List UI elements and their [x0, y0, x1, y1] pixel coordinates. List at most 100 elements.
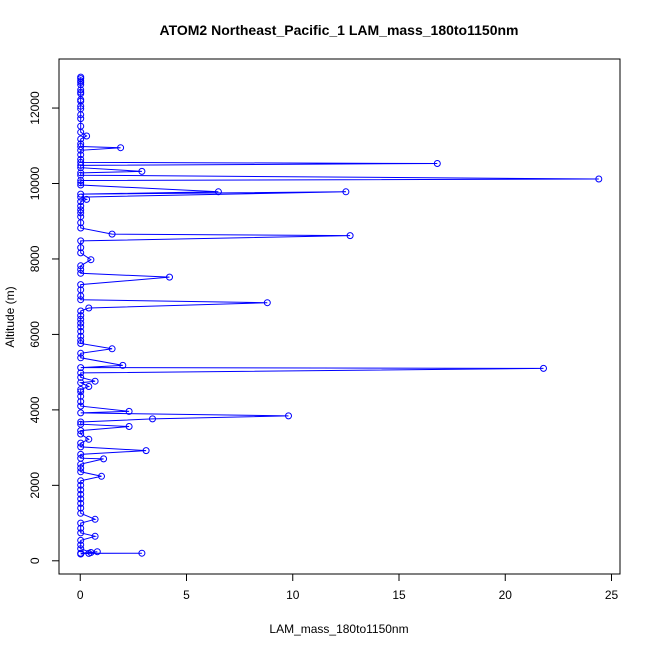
data-point: [138, 167, 146, 175]
data-point: [93, 548, 101, 556]
data-point: [77, 161, 85, 169]
data-point: [77, 349, 85, 357]
data-point: [77, 146, 85, 154]
data-point: [77, 450, 85, 458]
data-point: [77, 319, 85, 327]
data-point: [77, 386, 85, 393]
data-point: [77, 545, 85, 553]
data-point: [77, 171, 85, 179]
data-point: [77, 332, 85, 340]
data-point: [77, 181, 85, 189]
data-point: [433, 160, 441, 167]
data-point: [77, 509, 85, 517]
data-point: [77, 430, 85, 438]
data-point: [77, 219, 85, 227]
data-point: [77, 529, 85, 537]
data-point: [77, 143, 85, 150]
data-point: [77, 550, 85, 558]
y-tick-label: 6000: [28, 321, 42, 348]
data-point: [77, 379, 85, 387]
data-point: [77, 266, 85, 273]
data-point: [77, 262, 85, 270]
data-point: [125, 423, 133, 430]
data-point: [77, 337, 85, 344]
data-point: [77, 115, 85, 123]
x-axis: 0 5 10 15 20 25: [77, 573, 619, 602]
data-point: [77, 460, 85, 468]
data-point: [77, 158, 85, 166]
data-point: [77, 281, 85, 289]
x-tick-label: 25: [605, 588, 619, 602]
data-point: [142, 447, 150, 455]
data-point: [77, 327, 85, 335]
chart-title: ATOM2 Northeast_Pacific_1 LAM_mass_180to…: [160, 22, 519, 38]
data-point: [342, 188, 350, 196]
data-point: [77, 81, 85, 89]
data-point: [77, 541, 85, 549]
data-point: [77, 151, 85, 159]
y-axis-label: Altitude (m): [3, 286, 17, 347]
data-point: [77, 78, 85, 86]
data-point: [108, 345, 116, 353]
data-point: [125, 407, 133, 415]
x-axis-label: LAM_mass_180to1150nm: [269, 622, 408, 636]
x-tick-label: 20: [499, 588, 513, 602]
data-point: [77, 427, 85, 435]
data-point: [77, 392, 85, 400]
data-point: [77, 524, 85, 532]
data-point: [77, 536, 85, 544]
data-point: [77, 97, 85, 105]
data-point: [77, 307, 85, 315]
data-point: [77, 481, 85, 489]
data-point: [540, 364, 547, 372]
series-layer: [77, 73, 603, 558]
x-tick-label: 10: [286, 588, 300, 602]
data-point: [77, 373, 85, 381]
data-point: [117, 144, 125, 152]
data-point: [77, 398, 85, 406]
data-point: [77, 464, 85, 472]
data-point: [77, 202, 85, 210]
data-point: [149, 415, 156, 423]
x-tick-label: 15: [392, 588, 406, 602]
data-point: [77, 224, 85, 232]
data-point: [77, 340, 85, 347]
data-point: [285, 412, 292, 420]
y-axis: 0 2000 4000 6000 8000 10000 12000: [28, 91, 60, 564]
y-tick-label: 2000: [28, 472, 42, 499]
data-point: [77, 409, 85, 417]
data-point: [77, 249, 85, 257]
data-point: [77, 312, 85, 320]
data-point: [77, 323, 85, 331]
data-point: [77, 269, 85, 277]
data-point: [77, 179, 85, 187]
data-point: [77, 198, 85, 206]
data-point: [77, 135, 85, 143]
data-point: [77, 193, 85, 201]
data-point: [77, 177, 85, 184]
data-point: [77, 504, 85, 512]
data-point: [85, 435, 93, 443]
data-point: [77, 369, 85, 377]
data-point: [595, 175, 603, 183]
data-point: [83, 195, 91, 203]
data-point: [77, 519, 85, 527]
x-tick-label: 5: [183, 588, 190, 602]
series-line: [78, 77, 599, 555]
data-point: [77, 164, 85, 172]
data-point: [77, 296, 85, 304]
data-point: [85, 304, 93, 312]
data-point: [100, 455, 108, 463]
data-point: [83, 132, 91, 140]
data-point: [77, 468, 85, 476]
data-point: [77, 169, 85, 177]
y-tick-label: 4000: [28, 396, 42, 423]
data-point: [91, 532, 99, 540]
data-point: [77, 244, 85, 252]
x-tick-label: 0: [77, 588, 84, 602]
data-point: [77, 439, 85, 447]
data-point: [77, 499, 85, 507]
y-tick-label: 0: [28, 557, 42, 564]
data-point: [138, 549, 146, 557]
